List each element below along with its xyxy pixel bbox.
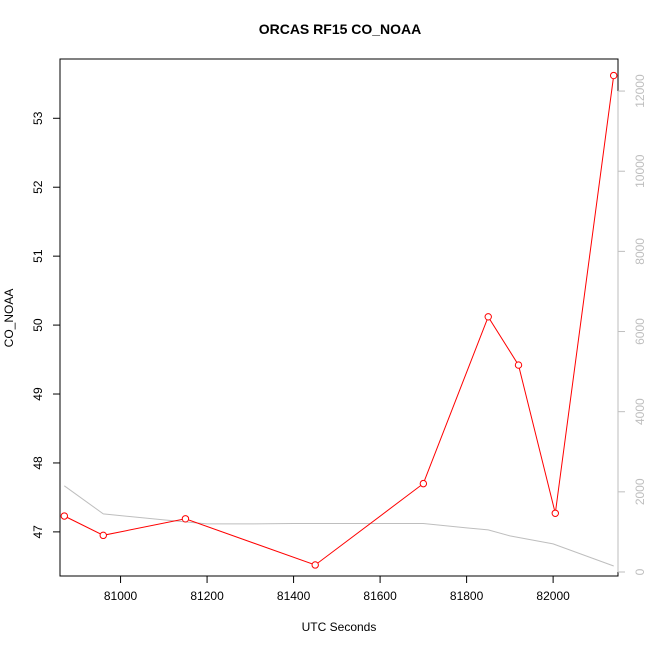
data-point <box>60 512 69 520</box>
y2-axis: 0 2000 4000 6000 8000 10000 12000 <box>617 74 647 575</box>
y-tick-label: 52 <box>31 180 45 194</box>
data-point <box>609 71 618 80</box>
data-point <box>551 509 559 517</box>
y-axis-label: CO_NOAA <box>2 289 16 348</box>
y2-tick-label: 8000 <box>633 238 647 265</box>
data-point <box>484 313 492 321</box>
y-tick-label: 51 <box>31 249 45 263</box>
y2-tick-label: 0 <box>633 568 647 575</box>
data-point <box>419 479 428 488</box>
series-line-right <box>64 485 614 567</box>
series-line-left <box>64 75 615 566</box>
x-tick-label: 82000 <box>536 589 570 603</box>
y-axis: 47 48 49 50 51 52 53 <box>31 111 61 539</box>
x-tick-label: 81800 <box>450 589 484 603</box>
x-tick-label: 81400 <box>277 589 311 603</box>
plot-frame <box>59 58 619 577</box>
y-tick-label: 50 <box>31 318 45 332</box>
y2-tick-label: 2000 <box>633 478 647 505</box>
x-tick-label: 81600 <box>363 589 397 603</box>
y-tick-label: 53 <box>31 111 45 125</box>
data-point <box>311 561 319 569</box>
x-tick-label: 81200 <box>190 589 224 603</box>
x-axis-label: UTC Seconds <box>302 620 377 634</box>
data-point <box>181 515 190 523</box>
data-point <box>99 531 107 540</box>
chart-title: ORCAS RF15 CO_NOAA <box>259 21 422 37</box>
y2-tick-label: 4000 <box>633 398 647 425</box>
y-tick-label: 48 <box>31 456 45 470</box>
y2-tick-label: 6000 <box>633 318 647 345</box>
series-layer <box>60 71 618 569</box>
y-tick-label: 47 <box>31 525 45 539</box>
y2-tick-label: 12000 <box>633 74 647 108</box>
data-point <box>514 361 523 369</box>
y-tick-label: 49 <box>31 387 45 401</box>
x-axis: 81000 81200 81400 81600 81800 82000 <box>104 575 570 603</box>
y2-tick-label: 10000 <box>633 154 647 188</box>
x-tick-label: 81000 <box>104 589 138 603</box>
